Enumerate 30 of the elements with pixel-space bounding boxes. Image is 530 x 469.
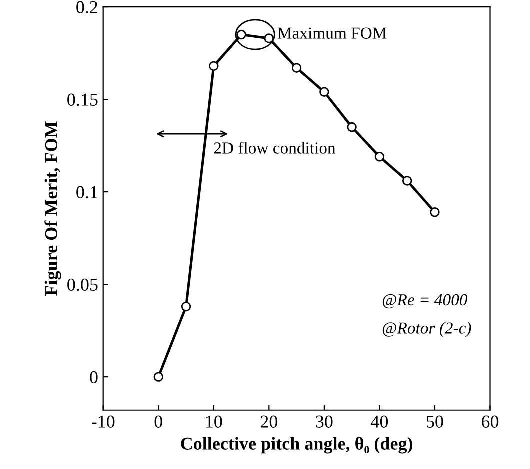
point [154, 372, 164, 382]
y-tick-label: 0 [90, 371, 98, 384]
point [402, 176, 412, 186]
annotation: 2D flow condition [214, 142, 336, 154]
x-tick-label: -10 [92, 416, 115, 428]
point [209, 61, 219, 72]
point [347, 122, 357, 132]
annotation: Maximum FOM [278, 28, 387, 39]
x-tick-label: 10 [206, 416, 222, 428]
point [292, 63, 302, 73]
x-tick-label: 20 [260, 416, 278, 428]
point [264, 34, 274, 44]
point [374, 152, 385, 162]
y-tick-label: 0.05 [68, 278, 98, 292]
x-tick-label: 40 [371, 416, 388, 428]
annotation: @Re = 4000 [382, 294, 468, 309]
y-tick-label: 0.2 [76, 1, 98, 14]
x-tick-label: 0 [154, 416, 162, 428]
x-axis-title: Collective pitch angle, θ₀ (deg) [181, 437, 412, 454]
y-axis-title: Figure Of Merit, FOM [44, 122, 62, 296]
point [181, 302, 192, 312]
x-tick-label: 50 [427, 416, 444, 428]
y-tick-label: 0.15 [68, 94, 98, 106]
y-tick-label: 0.1 [76, 186, 98, 199]
point [430, 208, 440, 218]
point [236, 30, 246, 40]
x-tick-label: 30 [316, 416, 333, 428]
annotation: @Rotor (2-c) [382, 322, 472, 338]
x-tick-label: 60 [482, 416, 499, 428]
point [320, 87, 330, 98]
